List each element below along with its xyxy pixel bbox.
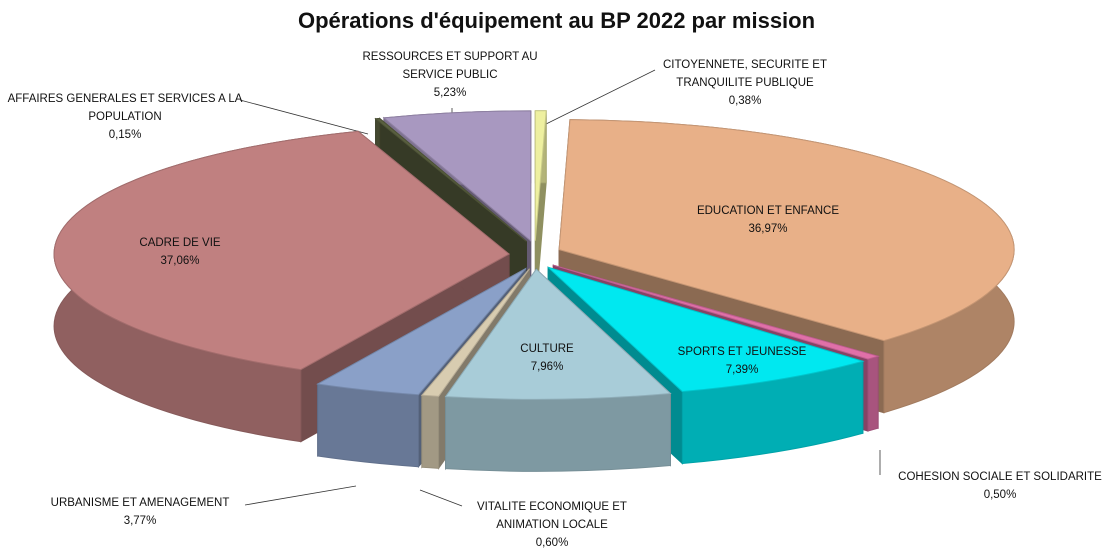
- slice: [53, 130, 510, 371]
- category-name: VITALITE ECONOMIQUE ET ANIMATION LOCALE: [477, 501, 627, 531]
- category-name: EDUCATION ET ENFANCE: [696, 205, 840, 217]
- value-label: 36,97%: [748, 223, 788, 235]
- slice-label: CULTURE 7,96%: [487, 340, 607, 376]
- category-name: URBANISME ET AMENAGEMENT: [50, 497, 230, 509]
- slice-label: RESSOURCES ET SUPPORT AU SERVICE PUBLIC 5…: [340, 48, 560, 102]
- value-label: 5,23%: [433, 87, 467, 99]
- slice-label: SPORTS ET JEUNESSE 7,39%: [652, 343, 832, 379]
- slice: [316, 267, 527, 396]
- category-name: CULTURE: [520, 343, 574, 355]
- slice-label: COHESION SOCIALE ET SOLIDARITE 0,50%: [887, 468, 1113, 504]
- slice-label: VITALITE ECONOMIQUE ET ANIMATION LOCALE 0…: [452, 498, 652, 552]
- slice-wall: [317, 383, 419, 468]
- slice-label: CADRE DE VIE 37,06%: [110, 234, 250, 270]
- leader-line: [244, 485, 357, 506]
- category-name: CITOYENNETE, SECURITE ET TRANQUILITE PUB…: [662, 59, 827, 89]
- value-label: 0,38%: [728, 95, 762, 107]
- value-label: 0,15%: [108, 129, 142, 141]
- category-name: RESSOURCES ET SUPPORT AU SERVICE PUBLIC: [362, 51, 538, 81]
- slice-label: EDUCATION ET ENFANCE 36,97%: [668, 202, 868, 238]
- leader-lines: [239, 69, 881, 507]
- leader-line: [419, 489, 463, 507]
- slice: [553, 264, 880, 360]
- slice: [444, 268, 672, 400]
- slice-wall: [421, 394, 440, 469]
- leader-line: [537, 69, 656, 129]
- category-name: AFFAIRES GENERALES ET SERVICES A LA POPU…: [7, 93, 243, 123]
- slice: [547, 266, 865, 393]
- slice: [420, 268, 530, 397]
- category-name: SPORTS ET JEUNESSE: [677, 346, 807, 358]
- slice-label: URBANISME ET AMENAGEMENT 3,77%: [20, 494, 260, 530]
- slice-label: CITOYENNETE, SECURITE ET TRANQUILITE PUB…: [635, 56, 855, 110]
- category-name: CADRE DE VIE: [139, 237, 221, 249]
- slices: [53, 110, 1015, 472]
- slice-wall: [867, 355, 879, 432]
- slice-wall: [445, 392, 671, 472]
- slice: [558, 119, 1015, 342]
- chart-title: Opérations d'équipement au BP 2022 par m…: [297, 8, 816, 33]
- leader-line: [239, 99, 369, 135]
- slice: [382, 110, 532, 242]
- category-name: COHESION SOCIALE ET SOLIDARITE: [898, 471, 1102, 483]
- slice: [374, 117, 527, 242]
- value-label: 7,39%: [725, 364, 759, 376]
- value-label: 0,60%: [535, 537, 569, 549]
- slice-label: AFFAIRES GENERALES ET SERVICES A LA POPU…: [0, 90, 250, 144]
- value-label: 37,06%: [160, 255, 200, 267]
- value-label: 3,77%: [123, 515, 157, 527]
- value-label: 0,50%: [983, 489, 1017, 501]
- slice: [534, 110, 547, 241]
- value-label: 7,96%: [530, 361, 564, 373]
